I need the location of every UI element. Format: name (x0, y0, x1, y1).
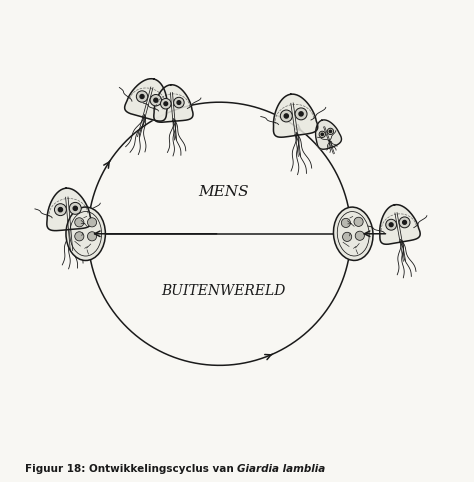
Circle shape (389, 223, 393, 227)
Circle shape (399, 217, 410, 228)
Circle shape (164, 102, 168, 106)
Circle shape (55, 204, 66, 215)
Circle shape (355, 231, 365, 241)
Circle shape (327, 128, 334, 134)
Circle shape (354, 217, 363, 227)
Polygon shape (154, 85, 193, 122)
Circle shape (284, 114, 288, 118)
Ellipse shape (333, 207, 373, 260)
Circle shape (150, 94, 162, 106)
Circle shape (75, 232, 84, 241)
Circle shape (177, 101, 181, 105)
Text: Figuur 18: Ontwikkelingscyclus van: Figuur 18: Ontwikkelingscyclus van (25, 464, 237, 474)
Circle shape (299, 112, 303, 116)
Circle shape (329, 130, 332, 133)
Circle shape (386, 219, 397, 230)
Circle shape (58, 208, 63, 212)
Circle shape (321, 133, 323, 135)
Circle shape (343, 232, 352, 241)
Circle shape (88, 218, 97, 227)
Polygon shape (273, 94, 318, 137)
Circle shape (140, 94, 144, 98)
Circle shape (154, 98, 158, 102)
Circle shape (75, 218, 84, 227)
Circle shape (173, 97, 184, 108)
Polygon shape (47, 188, 91, 231)
Circle shape (88, 232, 97, 241)
Circle shape (73, 206, 77, 211)
Text: Giardia lamblia: Giardia lamblia (237, 464, 325, 474)
Circle shape (69, 202, 81, 214)
Circle shape (295, 108, 307, 120)
Ellipse shape (66, 207, 105, 260)
Polygon shape (125, 79, 167, 121)
Circle shape (341, 218, 350, 228)
Polygon shape (316, 120, 341, 149)
Text: BUITENWERELD: BUITENWERELD (162, 284, 286, 298)
Circle shape (280, 110, 292, 122)
Text: MENS: MENS (199, 185, 249, 199)
Circle shape (161, 98, 171, 109)
Circle shape (403, 220, 407, 224)
Circle shape (137, 91, 148, 102)
Circle shape (319, 131, 326, 137)
Polygon shape (380, 205, 420, 244)
